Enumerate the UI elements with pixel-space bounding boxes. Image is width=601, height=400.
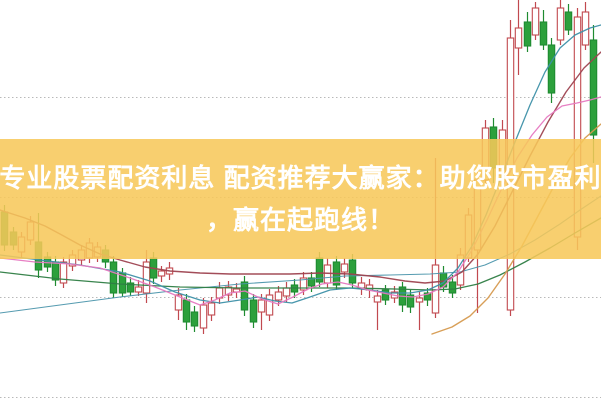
candle-body-down xyxy=(448,281,457,294)
candle-body-up xyxy=(415,297,424,303)
candle-body-up xyxy=(142,261,151,294)
candle-body-down xyxy=(564,11,573,31)
candle-body-down xyxy=(589,39,598,136)
candle-body-down xyxy=(523,21,532,47)
candle-body-up xyxy=(556,7,565,41)
candle-body-up xyxy=(373,295,382,303)
candle-body-up xyxy=(224,286,233,296)
candle-body-down xyxy=(51,261,60,281)
candle-body-up xyxy=(134,286,143,293)
candle-body-up xyxy=(174,294,183,311)
candle-body-up xyxy=(531,7,540,36)
candle-body-up xyxy=(157,270,166,277)
candle-body-up xyxy=(199,304,208,329)
candle-body-down xyxy=(307,277,316,287)
promo-text-line-2: ，赢在起跑线！ xyxy=(205,205,395,235)
candle-body-down xyxy=(182,299,191,323)
candle-body-down xyxy=(406,294,415,308)
candle-body-down xyxy=(240,281,249,311)
candle-body-down xyxy=(348,259,357,284)
candle-body-down xyxy=(381,289,390,301)
candle-body-down xyxy=(109,261,118,294)
candle-body-up xyxy=(299,277,308,291)
promo-banner[interactable]: 专业股票配资利息 配资推荐大赢家：助您股市盈利 ，赢在起跑线！ xyxy=(0,139,601,259)
candle-body-down xyxy=(547,44,556,94)
candle-body-up xyxy=(274,291,283,301)
candle-body-up xyxy=(257,299,266,313)
candle-body-up xyxy=(514,27,523,49)
candle-body-down xyxy=(539,21,548,46)
candle-body-down xyxy=(126,282,135,293)
candle-body-up xyxy=(59,261,68,284)
candle-body-down xyxy=(190,311,199,327)
candle-body-up xyxy=(265,294,274,316)
candle-body-up xyxy=(207,302,216,316)
promo-text-line-1: 专业股票配资利息 配资推荐大赢家：助您股市盈利 xyxy=(0,163,601,193)
candle-body-down xyxy=(249,299,258,323)
candle-body-down xyxy=(423,292,432,301)
candle-body-up xyxy=(282,287,291,297)
candle-body-up xyxy=(340,263,349,273)
